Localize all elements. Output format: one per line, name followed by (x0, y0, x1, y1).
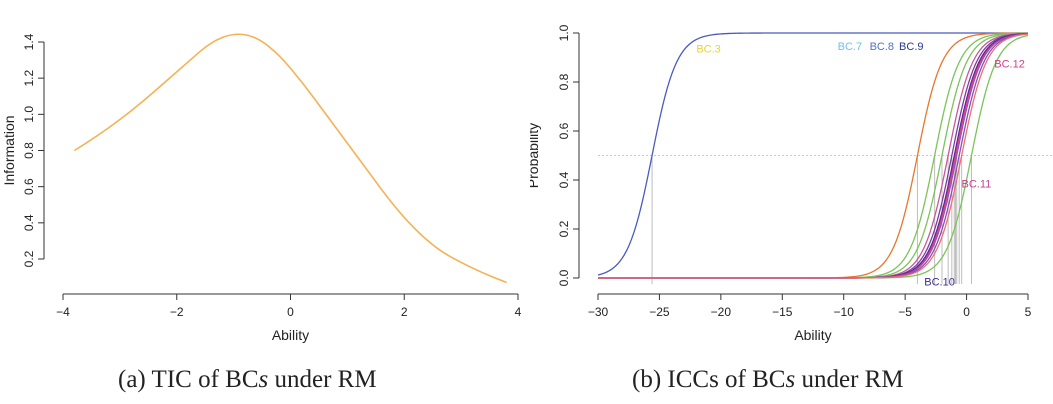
tic-series-line-0 (73, 33, 507, 284)
icc-x-tick-label: −20 (711, 305, 732, 319)
icc-x-tick-label: −10 (834, 305, 855, 319)
icc-x-tick-label: −25 (649, 305, 670, 319)
icc-chart: −30 −25 −20 −15 −10 −5 0 5 0.0 0.2 0.4 0.6 0.8 1.0 Abi… (525, 24, 1053, 343)
tic-y-tick-label: 1.4 (22, 33, 36, 50)
tic-y-tick-label: 0.2 (22, 250, 36, 267)
icc-x-tick-label: 5 (1025, 305, 1032, 319)
icc-annotation-label: BC.10 (924, 276, 955, 288)
icc-annotation-label: BC.9 (899, 41, 923, 53)
caption-a-suffix: under RM (268, 366, 377, 393)
icc-y-tick-label: 0.0 (557, 269, 571, 286)
tic-y-axis-title: Information (1, 115, 17, 185)
icc-y-tick-label: 0.8 (557, 73, 571, 90)
caption-b-prefix: (b) ICCs of BC (632, 366, 786, 393)
tic-x-tick-label: −4 (56, 305, 70, 319)
tic-x-tick-label: 0 (287, 305, 294, 319)
icc-chart-panel: −30 −25 −20 −15 −10 −5 0 5 0.0 0.2 0.4 0.6 0.8 1.0 Abi… (525, 0, 1053, 404)
icc-series-line-11 (598, 33, 1029, 279)
caption-a-prefix: (a) TIC of BC (118, 366, 259, 393)
icc-x-tick-label: 0 (963, 305, 970, 319)
icc-x-axis-title: Ability (794, 327, 831, 343)
icc-y-tick-label: 1.0 (557, 24, 571, 41)
tic-y-tick-label: 1.2 (22, 70, 36, 87)
icc-series-line-0 (597, 32, 1028, 276)
caption-b: (b) ICCs of BCs under RM (632, 366, 904, 394)
icc-y-tick-label: 0.2 (557, 220, 571, 237)
tic-y-tick-label: 0.8 (22, 142, 36, 159)
icc-y-tick-label: 0.6 (557, 122, 571, 139)
icc-y-tick-label: 0.4 (557, 171, 571, 188)
icc-x-tick-label: −15 (772, 305, 793, 319)
icc-x-tick-label: −5 (898, 305, 912, 319)
caption-a: (a) TIC of BCs under RM (118, 366, 377, 394)
tic-y-tick-label: 1.0 (22, 106, 36, 123)
icc-series-line-4 (598, 34, 1029, 279)
icc-x-tick-label: −30 (588, 305, 609, 319)
icc-y-axis-title: Probability (530, 123, 541, 188)
caption-b-suffix: under RM (795, 366, 904, 393)
tic-y-tick-label: 0.4 (22, 214, 36, 231)
icc-annotation-label: BC.3 (696, 44, 720, 56)
icc-annotation-label: BC.11 (962, 178, 992, 190)
tic-chart-panel: −4 −2 0 2 4 0.2 0.4 0.6 0.8 1.0 1.2 1.4 Ability Infor… (1, 33, 522, 343)
tic-x-tick-label: 2 (401, 305, 408, 319)
caption-b-italic: s (785, 366, 796, 393)
tic-x-tick-label: 4 (515, 305, 522, 319)
icc-annotation-label: BC.8 (870, 41, 894, 53)
icc-annotation-label: BC.7 (838, 41, 862, 53)
tic-x-axis-title: Ability (272, 327, 309, 343)
tic-chart: −4 −2 0 2 4 0.2 0.4 0.6 0.8 1.0 1.2 1.4 Ability Infor… (1, 33, 522, 343)
tic-y-tick-label: 0.6 (22, 178, 36, 195)
tic-x-tick-label: −2 (170, 305, 184, 319)
icc-annotation-label: BC.12 (994, 58, 1025, 70)
caption-a-italic: s (258, 366, 269, 393)
